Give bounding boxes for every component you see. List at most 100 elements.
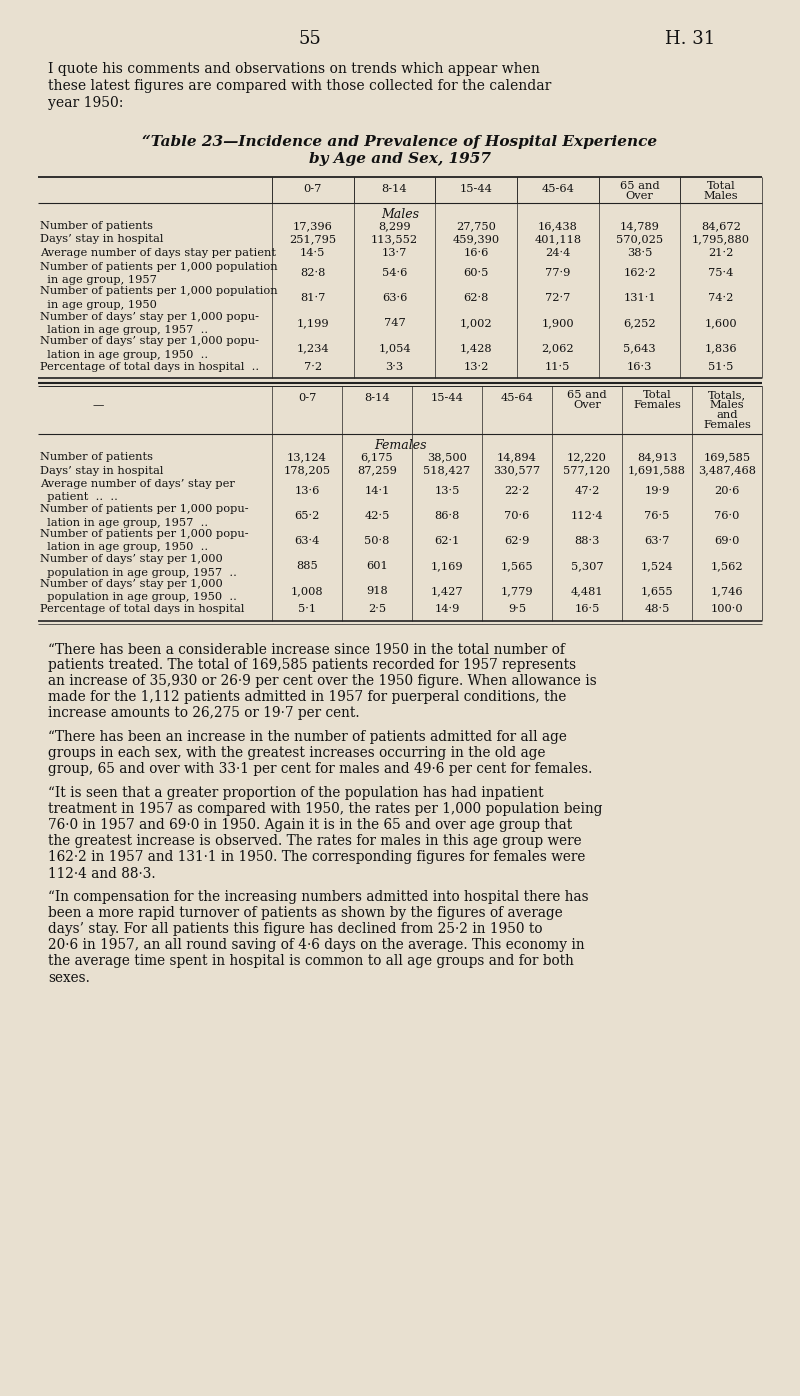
- Text: 62·9: 62·9: [504, 536, 530, 546]
- Text: 45-64: 45-64: [501, 394, 534, 403]
- Text: 1,779: 1,779: [501, 586, 534, 596]
- Text: 55: 55: [298, 29, 322, 47]
- Text: 76·0 in 1957 and 69·0 in 1950. Again it is in the 65 and over age group that: 76·0 in 1957 and 69·0 in 1950. Again it …: [48, 818, 572, 832]
- Text: 1,795,880: 1,795,880: [692, 235, 750, 244]
- Text: made for the 1,112 patients admitted in 1957 for puerperal conditions, the: made for the 1,112 patients admitted in …: [48, 691, 566, 705]
- Text: Number of patients: Number of patients: [40, 221, 153, 230]
- Text: the average time spent in hospital is common to all age groups and for both: the average time spent in hospital is co…: [48, 955, 574, 969]
- Text: Over: Over: [573, 401, 601, 410]
- Text: 16·5: 16·5: [574, 604, 600, 614]
- Text: 24·4: 24·4: [545, 248, 570, 258]
- Text: 84,913: 84,913: [637, 452, 677, 462]
- Text: I quote his comments and observations on trends which appear when: I quote his comments and observations on…: [48, 61, 540, 75]
- Text: 162·2: 162·2: [623, 268, 656, 278]
- Text: 6,175: 6,175: [361, 452, 394, 462]
- Text: Number of patients: Number of patients: [40, 452, 153, 462]
- Text: 1,169: 1,169: [430, 561, 463, 571]
- Text: 1,008: 1,008: [290, 586, 323, 596]
- Text: lation in age group, 1950  ..: lation in age group, 1950 ..: [40, 543, 208, 553]
- Text: Average number of days’ stay per: Average number of days’ stay per: [40, 479, 235, 489]
- Text: 100·0: 100·0: [710, 604, 743, 614]
- Text: in age group, 1957: in age group, 1957: [40, 275, 157, 285]
- Text: 162·2 in 1957 and 131·1 in 1950. The corresponding figures for females were: 162·2 in 1957 and 131·1 in 1950. The cor…: [48, 850, 586, 864]
- Text: 0-7: 0-7: [298, 394, 316, 403]
- Text: 3,487,468: 3,487,468: [698, 465, 756, 476]
- Text: 38,500: 38,500: [427, 452, 467, 462]
- Text: 570,025: 570,025: [616, 235, 663, 244]
- Text: 63·7: 63·7: [644, 536, 670, 546]
- Text: Days’ stay in hospital: Days’ stay in hospital: [40, 235, 163, 244]
- Text: 13,124: 13,124: [287, 452, 327, 462]
- Text: 17,396: 17,396: [293, 221, 333, 230]
- Text: Days’ stay in hospital: Days’ stay in hospital: [40, 465, 163, 476]
- Text: been a more rapid turnover of patients as shown by the figures of average: been a more rapid turnover of patients a…: [48, 906, 562, 920]
- Text: 918: 918: [366, 586, 388, 596]
- Text: 27,750: 27,750: [456, 221, 496, 230]
- Text: 50·8: 50·8: [364, 536, 390, 546]
- Text: 76·5: 76·5: [644, 511, 670, 521]
- Text: 20·6 in 1957, an all round saving of 4·6 days on the average. This economy in: 20·6 in 1957, an all round saving of 4·6…: [48, 938, 585, 952]
- Text: sexes.: sexes.: [48, 970, 90, 984]
- Text: 14,789: 14,789: [619, 221, 659, 230]
- Text: Number of days’ stay per 1,000 popu-: Number of days’ stay per 1,000 popu-: [40, 311, 259, 321]
- Text: Males: Males: [381, 208, 419, 221]
- Text: these latest figures are compared with those collected for the calendar: these latest figures are compared with t…: [48, 80, 551, 94]
- Text: 14·1: 14·1: [364, 486, 390, 496]
- Text: 77·9: 77·9: [545, 268, 570, 278]
- Text: 2,062: 2,062: [542, 343, 574, 353]
- Text: “In compensation for the increasing numbers admitted into hospital there has: “In compensation for the increasing numb…: [48, 891, 589, 905]
- Text: 1,600: 1,600: [705, 318, 738, 328]
- Text: 74·2: 74·2: [709, 293, 734, 303]
- Text: 1,427: 1,427: [430, 586, 463, 596]
- Text: 178,205: 178,205: [283, 465, 330, 476]
- Text: the greatest increase is observed. The rates for males in this age group were: the greatest increase is observed. The r…: [48, 835, 582, 849]
- Text: 15-44: 15-44: [460, 184, 493, 194]
- Text: 1,234: 1,234: [297, 343, 329, 353]
- Text: Percentage of total days in hospital  ..: Percentage of total days in hospital ..: [40, 362, 259, 371]
- Text: 60·5: 60·5: [463, 268, 489, 278]
- Text: 0-7: 0-7: [304, 184, 322, 194]
- Text: 8-14: 8-14: [364, 394, 390, 403]
- Text: year 1950:: year 1950:: [48, 96, 123, 110]
- Text: “There has been a considerable increase since 1950 in the total number of: “There has been a considerable increase …: [48, 642, 565, 656]
- Text: Females: Females: [374, 438, 426, 452]
- Text: 63·4: 63·4: [294, 536, 320, 546]
- Text: 1,199: 1,199: [297, 318, 329, 328]
- Text: Number of days’ stay per 1,000: Number of days’ stay per 1,000: [40, 579, 222, 589]
- Text: “It is seen that a greater proportion of the population has had inpatient: “It is seen that a greater proportion of…: [48, 786, 544, 800]
- Text: 747: 747: [384, 318, 406, 328]
- Text: patients treated. The total of 169,585 patients recorded for 1957 represents: patients treated. The total of 169,585 p…: [48, 659, 576, 673]
- Text: Number of days’ stay per 1,000 popu-: Number of days’ stay per 1,000 popu-: [40, 336, 259, 346]
- Text: 1,655: 1,655: [641, 586, 674, 596]
- Text: 1,562: 1,562: [710, 561, 743, 571]
- Text: 22·2: 22·2: [504, 486, 530, 496]
- Text: Number of patients per 1,000 popu-: Number of patients per 1,000 popu-: [40, 504, 249, 514]
- Text: “There has been an increase in the number of patients admitted for all age: “There has been an increase in the numbe…: [48, 730, 567, 744]
- Text: 16·3: 16·3: [627, 362, 652, 371]
- Text: 62·8: 62·8: [463, 293, 489, 303]
- Text: 65·2: 65·2: [294, 511, 320, 521]
- Text: 14·5: 14·5: [300, 248, 326, 258]
- Text: 19·9: 19·9: [644, 486, 670, 496]
- Text: 8-14: 8-14: [382, 184, 407, 194]
- Text: 1,002: 1,002: [460, 318, 493, 328]
- Text: 601: 601: [366, 561, 388, 571]
- Text: 70·6: 70·6: [504, 511, 530, 521]
- Text: 82·8: 82·8: [300, 268, 326, 278]
- Text: 14·9: 14·9: [434, 604, 460, 614]
- Text: Number of patients per 1,000 popu-: Number of patients per 1,000 popu-: [40, 529, 249, 539]
- Text: 251,795: 251,795: [290, 235, 336, 244]
- Text: 62·1: 62·1: [434, 536, 460, 546]
- Text: 47·2: 47·2: [574, 486, 600, 496]
- Text: 6,252: 6,252: [623, 318, 656, 328]
- Text: group, 65 and over with 33·1 per cent for males and 49·6 per cent for females.: group, 65 and over with 33·1 per cent fo…: [48, 762, 592, 776]
- Text: 54·6: 54·6: [382, 268, 407, 278]
- Text: by Age and Sex, 1957: by Age and Sex, 1957: [309, 152, 491, 166]
- Text: 169,585: 169,585: [703, 452, 750, 462]
- Text: 1,524: 1,524: [641, 561, 674, 571]
- Text: in age group, 1950: in age group, 1950: [40, 300, 157, 310]
- Text: 518,427: 518,427: [423, 465, 470, 476]
- Text: Males: Males: [710, 401, 744, 410]
- Text: 11·5: 11·5: [545, 362, 570, 371]
- Text: and: and: [716, 410, 738, 420]
